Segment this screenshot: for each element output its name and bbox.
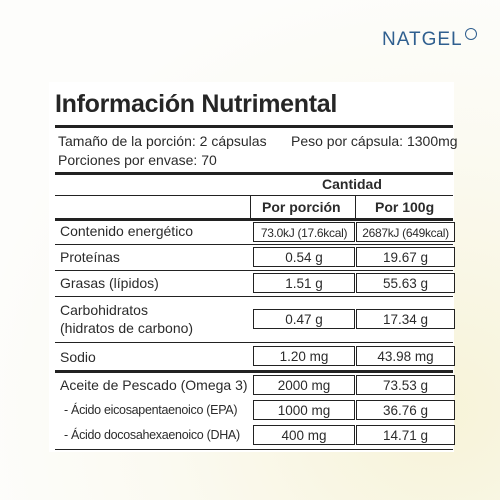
col-header-per-100g: Por 100g [375,199,435,215]
servings-per-container: Porciones por envase: 70 [58,152,217,168]
cell-per-serving: 0.54 g [253,247,355,267]
cell-per-100g: 43.98 mg [356,346,455,366]
cell-per-100g: 2687kJ (649kcal) [356,222,455,242]
cell-per-100g: 14.71 g [356,425,455,445]
serving-size: Tamaño de la porción: 2 cápsulas [58,133,267,149]
row-divider [55,342,453,343]
serving-divider [55,172,453,175]
row-label: Grasas (lípidos) [60,275,159,291]
cell-per-100g: 73.53 g [356,375,455,395]
cell-per-100g: 17.34 g [356,309,455,329]
cell-per-serving: 1.20 mg [253,346,355,366]
quantity-header: Cantidad [322,176,382,192]
row-label: - Ácido docosahexaenoico (DHA) [64,428,240,442]
registered-mark-icon [464,28,477,40]
capsule-weight: Peso por cápsula: 1300mg [291,133,458,149]
row-divider [55,296,453,297]
cell-per-serving: 0.47 g [253,309,355,329]
table-top-rule [55,218,453,221]
cell-per-serving: 73.0kJ (17.6kcal) [253,222,355,242]
row-label: Contenido energético [60,223,194,239]
nutrition-panel [49,82,454,452]
col-header-per-serving: Por porción [262,199,341,215]
cell-per-serving: 2000 mg [253,375,355,395]
cell-per-100g: 19.67 g [356,247,455,267]
page-title: Información Nutrimental [55,90,338,118]
column-divider [355,195,356,218]
cell-per-serving: 1.51 g [253,273,355,293]
row-divider [55,244,453,245]
row-label: Proteínas [60,249,120,265]
header-divider [55,195,453,196]
cell-per-100g: 55.63 g [356,273,455,293]
row-label: Carbohidratos [60,302,148,318]
column-divider [250,195,251,218]
row-label: Sodio [60,349,96,365]
row-label: - Ácido eicosapentaenoico (EPA) [64,403,238,417]
cell-per-100g: 36.76 g [356,400,455,420]
cell-per-serving: 1000 mg [253,400,355,420]
row-label-secondary: (hidratos de carbono) [60,320,194,336]
row-label: Aceite de Pescado (Omega 3) [60,377,248,393]
omega-section-rule [55,370,453,373]
brand-logo: NATGEL [382,28,477,52]
cell-per-serving: 400 mg [253,425,355,445]
brand-name: NATGEL [382,29,463,50]
row-divider [55,270,453,271]
table-bottom-rule [55,449,453,450]
title-divider [55,125,453,128]
